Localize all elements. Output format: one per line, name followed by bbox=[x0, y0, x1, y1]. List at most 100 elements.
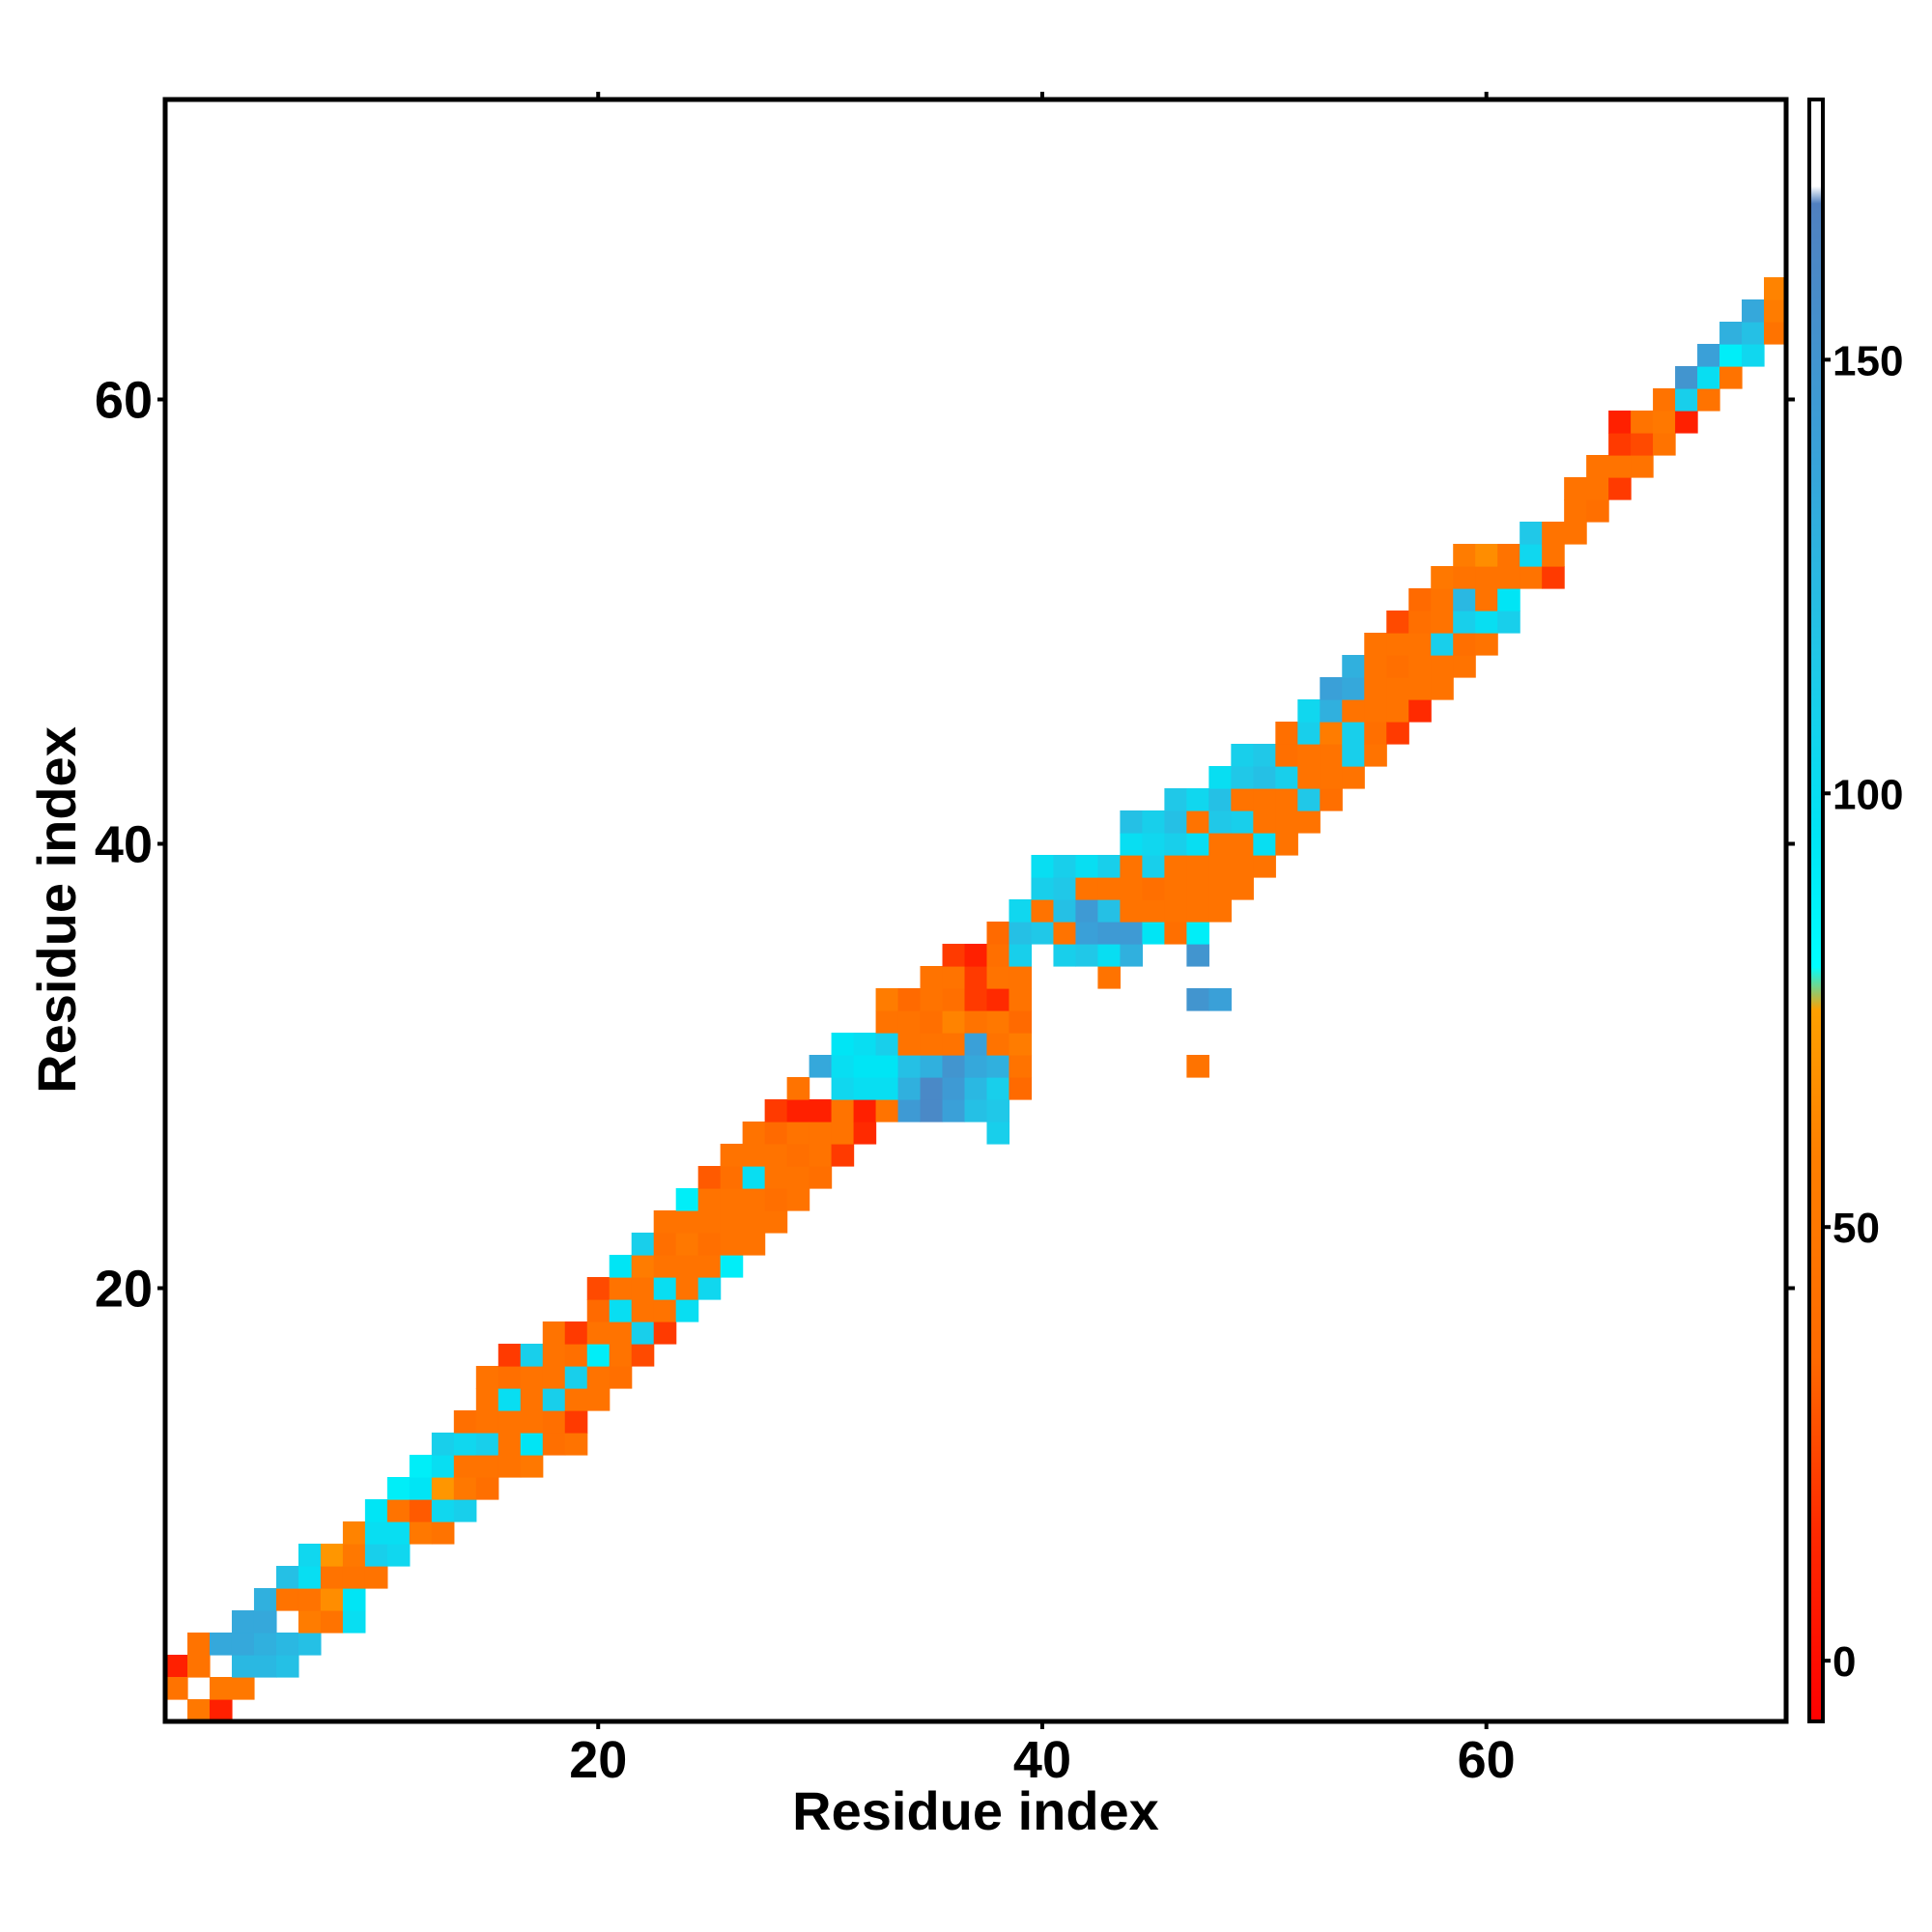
heatmap-cell bbox=[364, 1499, 388, 1522]
heatmap-cell bbox=[1475, 544, 1498, 567]
heatmap-cell bbox=[1697, 388, 1720, 412]
heatmap-cell bbox=[1075, 855, 1099, 878]
heatmap-cell bbox=[786, 1188, 810, 1211]
colorbar-tick-label: 50 bbox=[1833, 1205, 1880, 1252]
heatmap-cell bbox=[1342, 722, 1365, 745]
heatmap-cell bbox=[386, 1521, 411, 1545]
heatmap-cell bbox=[520, 1388, 544, 1411]
heatmap-cell bbox=[1186, 788, 1209, 811]
heatmap-cell bbox=[1009, 1033, 1033, 1056]
heatmap-cell bbox=[1275, 833, 1298, 856]
heatmap-cell bbox=[1408, 655, 1432, 678]
heatmap-cell bbox=[453, 1499, 477, 1522]
heatmap-cell bbox=[431, 1521, 455, 1545]
heatmap-cell bbox=[986, 1077, 1010, 1100]
heatmap-cell bbox=[409, 1455, 433, 1478]
heatmap-cell bbox=[1075, 877, 1099, 900]
heatmap-cell bbox=[742, 1233, 766, 1256]
heatmap-cell bbox=[1231, 810, 1254, 834]
heatmap-cell bbox=[631, 1255, 655, 1278]
heatmap-cell bbox=[1475, 566, 1498, 589]
heatmap-cell bbox=[964, 966, 988, 989]
heatmap-cell bbox=[1408, 677, 1432, 700]
heatmap-cell bbox=[1386, 611, 1409, 634]
heatmap-cell bbox=[897, 988, 922, 1011]
heatmap-cell bbox=[809, 1122, 833, 1145]
heatmap-cell bbox=[964, 1077, 988, 1100]
heatmap-cell bbox=[431, 1477, 455, 1500]
heatmap-cell bbox=[697, 1233, 722, 1256]
heatmap-cell bbox=[631, 1299, 655, 1322]
heatmap-cell bbox=[875, 1033, 899, 1056]
heatmap-cell bbox=[320, 1588, 344, 1611]
heatmap-cell bbox=[253, 1588, 277, 1611]
heatmap-cell bbox=[964, 1033, 988, 1056]
heatmap-cell bbox=[298, 1588, 322, 1611]
heatmap-cell bbox=[986, 1122, 1010, 1145]
heatmap-cell bbox=[1719, 322, 1743, 345]
heatmap-cell bbox=[1608, 411, 1632, 434]
heatmap-cell bbox=[209, 1699, 233, 1721]
heatmap-cell bbox=[364, 1521, 388, 1545]
heatmap-cell bbox=[1275, 722, 1298, 745]
heatmap-cell bbox=[542, 1321, 566, 1345]
heatmap-cell bbox=[1453, 633, 1476, 656]
heatmap-cell bbox=[1675, 366, 1698, 389]
heatmap-cell bbox=[186, 1633, 211, 1656]
y-tick-label: 60 bbox=[95, 372, 153, 430]
heatmap-cell bbox=[1320, 699, 1343, 723]
heatmap-cell bbox=[1009, 944, 1033, 967]
heatmap-cell bbox=[564, 1433, 588, 1456]
heatmap-cell bbox=[920, 1077, 944, 1100]
heatmap-cell bbox=[1586, 477, 1609, 500]
heatmap-cell bbox=[586, 1388, 611, 1411]
heatmap-cell bbox=[386, 1544, 411, 1567]
heatmap-cell bbox=[897, 1033, 922, 1056]
heatmap-cell bbox=[253, 1655, 277, 1678]
heatmap-cell bbox=[320, 1544, 344, 1567]
heatmap-cell bbox=[1475, 588, 1498, 611]
heatmap-cell bbox=[1075, 899, 1099, 923]
heatmap-cell bbox=[653, 1210, 677, 1234]
heatmap-cell bbox=[1364, 677, 1387, 700]
x-tick-label: 40 bbox=[1013, 1731, 1071, 1789]
heatmap-cell bbox=[475, 1366, 499, 1389]
heatmap-cell bbox=[720, 1188, 744, 1211]
heatmap-cell bbox=[1120, 810, 1143, 834]
heatmap-cell bbox=[275, 1655, 299, 1678]
heatmap-cell bbox=[942, 988, 966, 1011]
heatmap-cell bbox=[786, 1166, 810, 1189]
heatmap-cell bbox=[386, 1477, 411, 1500]
heatmap-cell bbox=[1142, 922, 1165, 945]
heatmap-cell bbox=[1164, 810, 1187, 834]
heatmap-cell bbox=[1364, 744, 1387, 767]
heatmap-cell bbox=[942, 1055, 966, 1078]
heatmap-cell bbox=[1231, 766, 1254, 789]
heatmap-cell bbox=[1453, 544, 1476, 567]
heatmap-cell bbox=[1386, 722, 1409, 745]
heatmap-cell bbox=[1075, 922, 1099, 945]
heatmap-cell bbox=[1208, 988, 1232, 1011]
heatmap-cell bbox=[986, 966, 1010, 989]
heatmap-cell bbox=[586, 1366, 611, 1389]
heatmap-cell bbox=[520, 1455, 544, 1478]
heatmap-cell bbox=[1253, 833, 1276, 856]
heatmap-cell bbox=[1653, 388, 1676, 412]
heatmap-cell bbox=[653, 1321, 677, 1345]
heatmap-cell bbox=[1164, 899, 1187, 923]
heatmap-cell bbox=[1186, 810, 1209, 834]
heatmap-cell bbox=[875, 988, 899, 1011]
colorbar-gradient bbox=[1811, 99, 1821, 1721]
heatmap-cell bbox=[1231, 877, 1254, 900]
heatmap-cell bbox=[920, 1033, 944, 1056]
heatmap-cell bbox=[875, 1055, 899, 1078]
heatmap-cell bbox=[1120, 877, 1143, 900]
heatmap-cell bbox=[1675, 411, 1698, 434]
heatmap-cell bbox=[1231, 788, 1254, 811]
heatmap-cell bbox=[1253, 744, 1276, 767]
heatmap-cell bbox=[186, 1699, 211, 1721]
heatmap-cell bbox=[786, 1122, 810, 1145]
heatmap-cell bbox=[609, 1255, 633, 1278]
heatmap-cell bbox=[986, 988, 1010, 1011]
